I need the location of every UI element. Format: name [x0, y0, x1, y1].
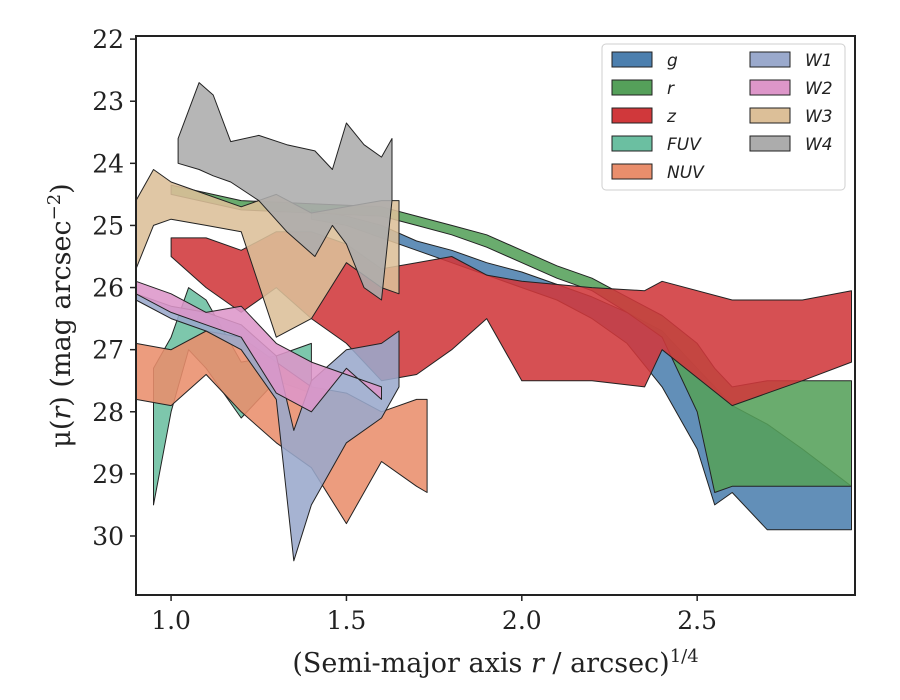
y-tick-label: 26: [92, 274, 124, 303]
legend-swatch-nuv: [611, 163, 653, 180]
x-tick-label: 1.0: [151, 606, 191, 635]
y-tick-label: 25: [92, 211, 124, 240]
y-tick-label: 27: [92, 336, 124, 365]
band-w2: [135, 280, 382, 413]
y-axis-label: μ(r) (mag arcsec−2): [44, 183, 78, 447]
legend-label-w4: W4: [805, 135, 833, 155]
band-r: [170, 184, 852, 493]
legend-swatch-z: [611, 107, 653, 124]
legend-label-g: g: [667, 51, 678, 71]
legend-swatch-g: [611, 51, 653, 68]
legend-swatch-w3: [749, 107, 791, 124]
y-tick-label: 28: [92, 398, 124, 427]
y-tick-label: 23: [92, 87, 124, 116]
legend-label-w3: W3: [805, 107, 833, 127]
legend-label-z: z: [666, 107, 677, 127]
x-tick-label: 2.0: [502, 606, 542, 635]
y-tick-label: 30: [92, 522, 124, 551]
legend: grz FUV NUV W1 W2 W3 W4: [601, 43, 846, 191]
x-tick-label: 1.5: [327, 606, 367, 635]
y-tick-label: 29: [92, 460, 124, 489]
legend-label-nuv: NUV: [667, 163, 705, 183]
legend-label-w2: W2: [805, 79, 833, 99]
plot-frame: [135, 35, 856, 596]
y-tick-label: 22: [92, 25, 124, 54]
legend-label-w1: W1: [805, 51, 833, 71]
legend-swatch-w4: [749, 135, 791, 152]
legend-label-fuv: FUV: [667, 135, 702, 155]
x-axis-label: (Semi-major axis r / arcsec)1/4: [292, 646, 698, 680]
axis-ticks: 1.0 1.5 2.0 2.5 22 23 24 25 26 27 28 29 30: [92, 25, 717, 635]
legend-swatch-r: [611, 79, 653, 96]
plot-area: [135, 82, 852, 562]
legend-swatch-w1: [749, 51, 791, 68]
x-tick-label: 2.5: [677, 606, 717, 635]
y-tick-label: 24: [92, 149, 124, 178]
legend-swatch-w2: [749, 79, 791, 96]
legend-label-r: r: [667, 79, 675, 99]
legend-swatch-fuv: [611, 135, 653, 152]
band-w4: [177, 82, 393, 301]
